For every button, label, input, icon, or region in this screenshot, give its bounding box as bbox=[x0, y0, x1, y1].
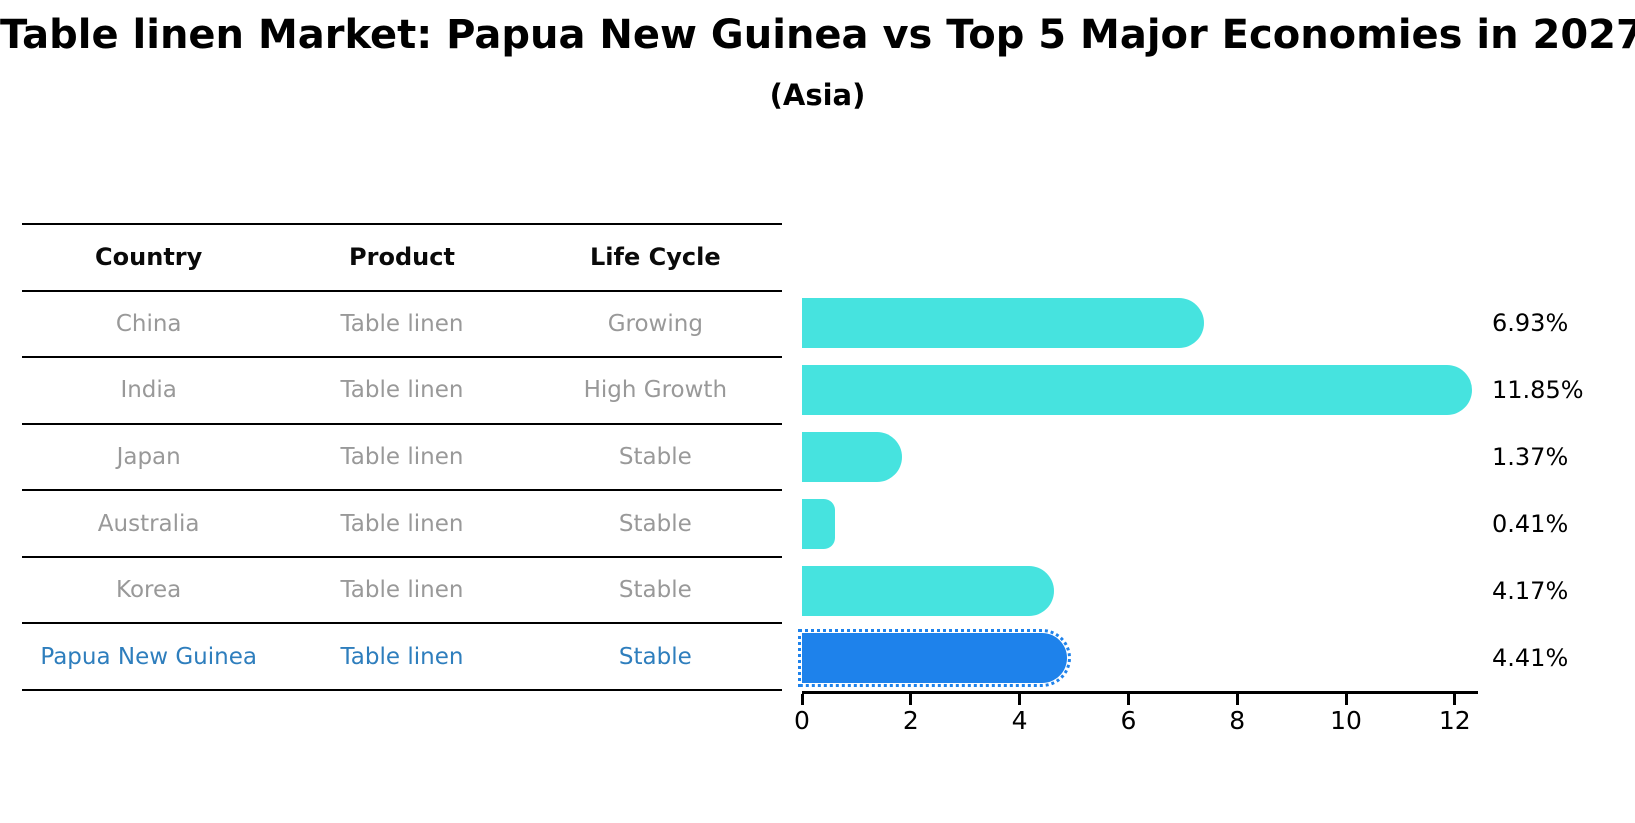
table-header-cell: Life Cycle bbox=[590, 243, 721, 272]
table-row: Papua New Guinea Table linen Stable bbox=[22, 622, 782, 689]
table-cell-country: Australia bbox=[97, 510, 200, 537]
x-axis-tick-label: 0 bbox=[794, 706, 810, 735]
bar-papua-new-guinea bbox=[798, 628, 1071, 687]
chart-title: Table linen Market: Papua New Guinea vs … bbox=[0, 12, 1635, 58]
table-cell-country: Papua New Guinea bbox=[40, 643, 257, 670]
x-axis-tick-label: 6 bbox=[1120, 706, 1137, 735]
table-cell-country: India bbox=[120, 377, 177, 404]
x-axis-tick-label: 12 bbox=[1438, 706, 1471, 735]
bar-japan bbox=[802, 432, 902, 483]
table-row: Japan Table linen Stable bbox=[22, 422, 782, 490]
x-axis-tick bbox=[1126, 694, 1130, 705]
x-axis-tick bbox=[909, 694, 913, 705]
value-label: 4.41% bbox=[1492, 643, 1569, 672]
value-label: 0.41% bbox=[1492, 509, 1569, 538]
x-axis-line bbox=[802, 691, 1478, 694]
table-cell-country: Korea bbox=[116, 577, 182, 604]
table-cell-product: Table linen bbox=[340, 444, 464, 471]
value-label: 6.93% bbox=[1492, 309, 1569, 338]
table-row: Australia Table linen Stable bbox=[22, 489, 782, 556]
table-cell-product: Table linen bbox=[340, 577, 464, 604]
x-axis-tick bbox=[800, 694, 804, 705]
table-cell-country: Japan bbox=[116, 444, 181, 471]
table-cell-product: Table linen bbox=[340, 377, 464, 404]
table-header-row: Country Product Life Cycle bbox=[22, 223, 782, 290]
bar-korea bbox=[802, 565, 1054, 616]
table-row: Korea Table linen Stable bbox=[22, 555, 782, 623]
x-axis-tick bbox=[1344, 694, 1348, 705]
table-cell-product: Table linen bbox=[340, 310, 464, 337]
x-axis-tick-label: 10 bbox=[1330, 706, 1362, 735]
bar-india bbox=[802, 365, 1472, 416]
table-cell-product: Table linen bbox=[340, 643, 464, 670]
table-cell-country: China bbox=[115, 310, 182, 337]
x-axis-tick-label: 2 bbox=[902, 706, 919, 735]
table-cell-life_cycle: High Growth bbox=[583, 377, 728, 404]
value-label: 1.37% bbox=[1492, 443, 1569, 472]
bar-australia bbox=[802, 498, 836, 549]
x-axis-tick bbox=[1018, 694, 1022, 705]
chart-subtitle: (Asia) bbox=[769, 78, 866, 112]
x-axis-tick bbox=[1235, 694, 1239, 705]
table-header-cell: Product bbox=[349, 243, 455, 272]
bar-china bbox=[802, 298, 1204, 349]
table-cell-product: Table linen bbox=[340, 510, 464, 537]
country-table: Country Product Life Cycle China Table linen… bbox=[22, 223, 782, 691]
table-row: China Table linen Growing bbox=[22, 289, 782, 357]
value-label: 11.85% bbox=[1492, 376, 1584, 405]
table-cell-life_cycle: Stable bbox=[618, 643, 692, 670]
table-cell-life_cycle: Stable bbox=[618, 577, 692, 604]
table-cell-life_cycle: Stable bbox=[618, 444, 692, 471]
table-cell-life_cycle: Stable bbox=[618, 510, 692, 537]
table-cell-life_cycle: Growing bbox=[607, 310, 703, 337]
table-row: India Table linen High Growth bbox=[22, 356, 782, 423]
value-label: 4.17% bbox=[1492, 576, 1569, 605]
table-header-cell: Country bbox=[95, 243, 203, 272]
x-axis-tick bbox=[1453, 694, 1457, 705]
x-axis-tick-label: 8 bbox=[1229, 706, 1246, 735]
x-axis-tick-label: 4 bbox=[1011, 706, 1028, 735]
